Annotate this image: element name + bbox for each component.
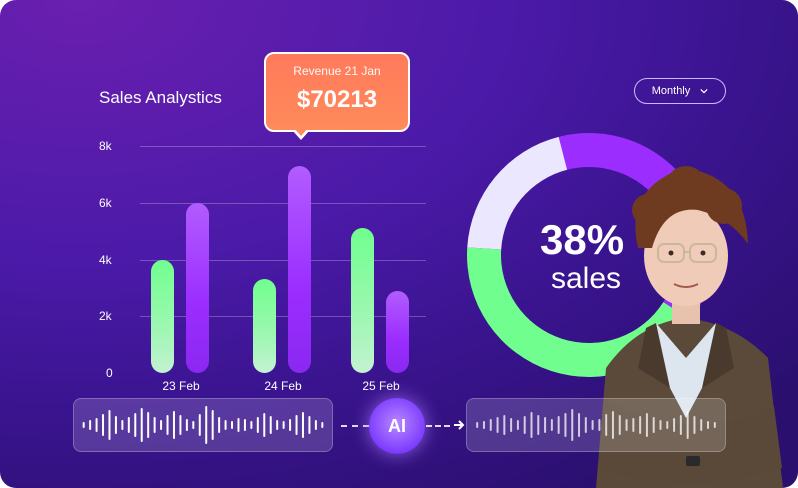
y-tick-label: 8k [99,139,112,153]
period-dropdown[interactable]: Monthly [634,78,726,104]
tooltip-pointer [292,128,310,140]
person-avatar [596,166,783,488]
x-tick-label: 24 Feb [264,379,302,393]
y-tick-label: 4k [99,252,112,267]
y-tick-label: 6k [99,195,112,210]
bar-purple[interactable] [288,165,311,373]
tooltip-value: $70213 [296,86,378,113]
bar-green[interactable] [151,259,174,373]
arrow-right-icon [454,420,465,430]
dropdown-label: Monthly [651,85,691,97]
bar-green[interactable] [351,228,374,373]
chart-title: Sales Analystics [99,88,222,107]
output-waveform [466,398,726,452]
gridline [140,316,426,318]
ai-badge: AI [369,398,425,454]
waveform-icon [82,406,324,444]
donut-segment [467,136,568,250]
y-tick-label: 0 [106,366,113,380]
gridline [140,146,426,147]
donut-percent: 38% [540,216,625,263]
donut-label: sales [551,262,622,295]
bar-purple[interactable] [386,290,409,373]
connector-left [341,425,369,428]
tooltip-label: Revenue 21 Jan [293,64,381,78]
x-tick-label: 23 Feb [162,379,200,393]
gridline [140,259,426,261]
x-tick-label: 25 Feb [362,379,400,393]
waveform-icon [476,409,716,441]
gridline [140,202,426,204]
input-waveform [73,398,333,452]
chevron-down-icon [700,88,708,94]
revenue-tooltip: Revenue 21 Jan $70213 [264,52,410,140]
bar-purple[interactable] [186,202,209,373]
y-tick-label: 2k [99,309,112,324]
connector-right [426,425,450,428]
bar-green[interactable] [253,279,276,373]
